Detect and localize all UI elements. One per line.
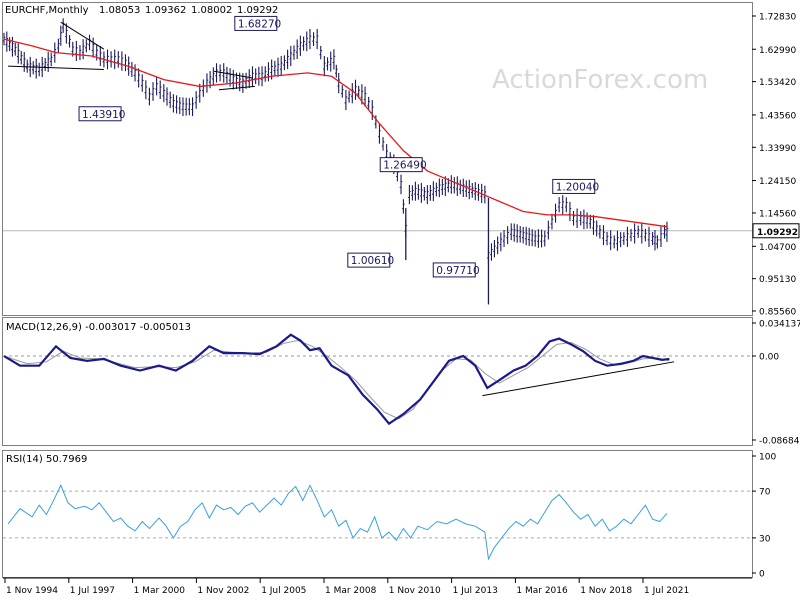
price-trendline bbox=[214, 70, 253, 79]
price-y-tick-label: 1.33990 bbox=[759, 144, 796, 154]
macd-y-tick-label: 0.034137 bbox=[759, 320, 800, 330]
macd-panel-frame bbox=[2, 317, 753, 446]
ohlc-open: 1.08053 bbox=[99, 5, 140, 16]
rsi-y-axis: 100 70 30 0 bbox=[3, 453, 776, 580]
price-trendline bbox=[218, 85, 255, 91]
price-y-tick-label: 1.53420 bbox=[759, 78, 796, 88]
x-tick-label: 1 Nov 1994 bbox=[6, 586, 58, 596]
macd-signal-line bbox=[3, 340, 670, 420]
annotation-label: 1.26490 bbox=[383, 160, 426, 172]
price-y-tick-label: 0.95130 bbox=[759, 275, 796, 285]
macd-y-tick-label: 0.00 bbox=[759, 353, 779, 363]
price-y-tick-label: 1.43560 bbox=[759, 111, 796, 121]
moving-average-line bbox=[3, 38, 668, 228]
annotation-label: 1.20040 bbox=[556, 181, 599, 193]
macd-series-layer bbox=[3, 333, 675, 426]
ohlc-close: 1.09292 bbox=[237, 5, 278, 16]
symbol-title: EURCHF,Monthly bbox=[5, 5, 89, 16]
price-y-tick-label: 1.14560 bbox=[759, 209, 796, 219]
x-tick-label: 1 Jul 2013 bbox=[453, 586, 498, 596]
macd-line bbox=[3, 333, 670, 426]
macd-y-axis: 0.034137 0.00 -0.086849 bbox=[3, 320, 800, 447]
annotation-label: 1.00610 bbox=[351, 255, 394, 267]
macd-trendline bbox=[482, 361, 675, 397]
annotation-label: 1.68270 bbox=[238, 18, 281, 30]
x-axis: 1 Nov 1994 1 Jul 1997 1 Mar 2000 1 Nov 2002… bbox=[3, 577, 752, 596]
annotation-box bbox=[347, 252, 391, 268]
rsi-y-tick-label: 100 bbox=[759, 453, 776, 463]
x-tick-label: 1 Jul 1997 bbox=[70, 586, 115, 596]
macd-y-tick-label: -0.086849 bbox=[759, 437, 800, 447]
price-y-tick-label: 0.85560 bbox=[759, 308, 796, 318]
symbol-header: EURCHF,Monthly 1.08053 1.09362 1.08002 1… bbox=[5, 5, 278, 16]
rsi-y-tick-label: 30 bbox=[759, 534, 771, 544]
macd-label: MACD(12,26,9) -0.003017 -0.005013 bbox=[6, 322, 191, 333]
price-y-tick-label: 1.62990 bbox=[759, 46, 796, 56]
price-trendline bbox=[8, 65, 104, 71]
rsi-label: RSI(14) 50.7969 bbox=[6, 454, 87, 465]
ohlc-low: 1.08002 bbox=[191, 5, 232, 16]
x-tick-label: 1 Nov 2002 bbox=[197, 586, 249, 596]
annotation-box bbox=[552, 178, 596, 194]
rsi-panel-frame bbox=[2, 450, 753, 578]
price-panel-frame bbox=[2, 2, 753, 316]
annotation-box bbox=[78, 106, 122, 122]
x-tick-label: 1 Jul 2021 bbox=[644, 586, 689, 596]
annotation-box bbox=[234, 15, 278, 31]
rsi-series-layer bbox=[7, 484, 668, 561]
ohlc-high: 1.09362 bbox=[145, 5, 186, 16]
annotation-label: 1.43910 bbox=[82, 109, 125, 121]
x-tick-label: 1 Jul 2005 bbox=[261, 586, 306, 596]
current-price-box bbox=[752, 223, 800, 239]
x-tick-label: 1 Mar 2008 bbox=[325, 586, 377, 596]
price-y-tick-label: 1.72830 bbox=[759, 13, 796, 23]
price-trendline bbox=[60, 21, 105, 50]
price-series-layer: 1.68270 1.43910 1.26490 1.00610 0.97710 1.200… bbox=[2, 15, 669, 305]
annotation-box bbox=[379, 157, 423, 173]
watermark: ActionForex.com bbox=[492, 65, 708, 95]
x-tick-label: 1 Nov 2010 bbox=[389, 586, 441, 596]
price-y-axis: 1.72830 1.62990 1.53420 1.43560 1.33990 1.241… bbox=[3, 13, 800, 318]
current-price-label: 1.09292 bbox=[757, 228, 798, 238]
x-tick-label: 1 Mar 2016 bbox=[516, 586, 568, 596]
rsi-line bbox=[7, 484, 668, 561]
x-tick-label: 1 Mar 2000 bbox=[134, 586, 186, 596]
rsi-y-tick-label: 70 bbox=[759, 488, 771, 498]
x-tick-label: 1 Nov 2018 bbox=[580, 586, 632, 596]
annotation-box bbox=[432, 262, 476, 278]
price-y-tick-label: 1.24150 bbox=[759, 177, 796, 187]
price-y-tick-label: 1.04700 bbox=[759, 243, 796, 253]
annotation-label: 0.97710 bbox=[436, 265, 479, 277]
rsi-y-tick-label: 0 bbox=[759, 570, 765, 580]
